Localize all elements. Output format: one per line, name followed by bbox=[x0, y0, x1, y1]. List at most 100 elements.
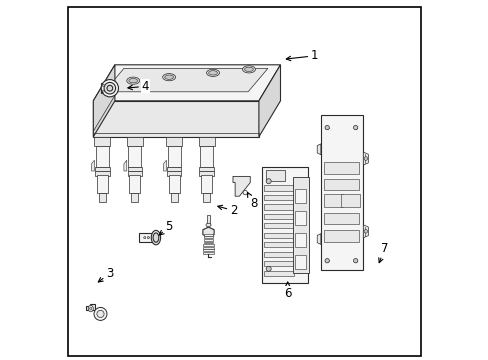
Bar bbox=[320, 115, 363, 270]
Ellipse shape bbox=[143, 237, 145, 239]
Ellipse shape bbox=[153, 233, 159, 242]
Bar bbox=[263, 223, 293, 229]
Ellipse shape bbox=[244, 67, 253, 72]
Bar bbox=[129, 175, 140, 193]
Bar bbox=[324, 179, 358, 189]
Bar bbox=[127, 167, 142, 171]
Bar bbox=[263, 204, 293, 210]
Bar bbox=[139, 233, 156, 242]
Ellipse shape bbox=[163, 73, 175, 81]
Bar bbox=[324, 230, 358, 242]
Text: 8: 8 bbox=[247, 193, 257, 210]
Bar bbox=[203, 247, 213, 249]
Bar bbox=[263, 242, 293, 247]
Bar bbox=[324, 194, 343, 207]
Bar bbox=[203, 193, 210, 202]
Ellipse shape bbox=[208, 71, 217, 75]
Bar bbox=[261, 167, 307, 283]
Polygon shape bbox=[104, 68, 267, 92]
Bar bbox=[340, 194, 359, 207]
Ellipse shape bbox=[147, 237, 149, 239]
Polygon shape bbox=[258, 65, 280, 137]
Bar bbox=[167, 167, 181, 171]
Bar bbox=[203, 244, 213, 246]
Polygon shape bbox=[123, 160, 126, 171]
Polygon shape bbox=[86, 304, 95, 310]
Ellipse shape bbox=[265, 179, 271, 184]
Bar bbox=[203, 242, 213, 243]
Ellipse shape bbox=[129, 78, 137, 83]
Bar bbox=[263, 261, 293, 266]
Bar bbox=[294, 211, 306, 225]
Bar bbox=[203, 249, 213, 251]
Polygon shape bbox=[203, 227, 214, 237]
Ellipse shape bbox=[101, 80, 118, 97]
Ellipse shape bbox=[242, 66, 255, 73]
Bar bbox=[294, 233, 306, 247]
Ellipse shape bbox=[205, 223, 211, 227]
Ellipse shape bbox=[126, 77, 140, 84]
Bar bbox=[263, 270, 293, 276]
Ellipse shape bbox=[151, 230, 160, 245]
Bar bbox=[94, 137, 110, 146]
Ellipse shape bbox=[104, 82, 115, 94]
Ellipse shape bbox=[94, 307, 107, 320]
Bar bbox=[96, 175, 108, 193]
Bar bbox=[170, 193, 178, 202]
Ellipse shape bbox=[363, 230, 367, 233]
Polygon shape bbox=[232, 176, 250, 196]
Bar bbox=[263, 195, 293, 200]
Bar bbox=[201, 175, 212, 193]
Bar bbox=[203, 239, 213, 241]
Text: 5: 5 bbox=[159, 220, 172, 235]
Bar bbox=[168, 175, 180, 193]
Polygon shape bbox=[363, 152, 367, 165]
Ellipse shape bbox=[265, 266, 271, 271]
Text: 6: 6 bbox=[284, 282, 291, 300]
Polygon shape bbox=[93, 101, 258, 137]
Bar bbox=[95, 167, 109, 171]
Bar bbox=[203, 237, 213, 238]
Ellipse shape bbox=[325, 125, 329, 130]
Bar bbox=[292, 177, 308, 273]
Ellipse shape bbox=[353, 125, 357, 130]
Ellipse shape bbox=[107, 85, 113, 91]
Text: 4: 4 bbox=[128, 80, 149, 93]
Bar bbox=[167, 146, 181, 167]
Polygon shape bbox=[163, 160, 166, 171]
Ellipse shape bbox=[353, 258, 357, 263]
Ellipse shape bbox=[89, 307, 92, 310]
Bar bbox=[127, 171, 142, 176]
Bar bbox=[324, 162, 358, 174]
Text: 3: 3 bbox=[98, 267, 113, 282]
Ellipse shape bbox=[97, 310, 104, 318]
Ellipse shape bbox=[206, 69, 219, 76]
Ellipse shape bbox=[88, 305, 93, 312]
Ellipse shape bbox=[325, 258, 329, 263]
Polygon shape bbox=[317, 234, 320, 244]
Bar bbox=[128, 146, 141, 167]
Polygon shape bbox=[93, 65, 115, 137]
Bar bbox=[263, 252, 293, 257]
Polygon shape bbox=[91, 160, 94, 171]
Polygon shape bbox=[317, 144, 320, 155]
Bar bbox=[266, 170, 284, 181]
Bar bbox=[126, 137, 142, 146]
Ellipse shape bbox=[102, 84, 104, 86]
Polygon shape bbox=[363, 225, 367, 238]
Bar bbox=[324, 213, 358, 224]
Ellipse shape bbox=[102, 90, 104, 92]
Bar bbox=[200, 146, 213, 167]
Bar bbox=[167, 171, 181, 176]
Bar bbox=[263, 233, 293, 238]
Polygon shape bbox=[93, 65, 280, 101]
Bar bbox=[203, 234, 213, 236]
Ellipse shape bbox=[164, 75, 173, 79]
Text: 1: 1 bbox=[285, 49, 318, 62]
Text: 2: 2 bbox=[217, 204, 237, 217]
Bar bbox=[263, 214, 293, 219]
Bar bbox=[131, 193, 138, 202]
Bar bbox=[199, 137, 214, 146]
Bar bbox=[294, 189, 306, 203]
Bar bbox=[263, 185, 293, 191]
